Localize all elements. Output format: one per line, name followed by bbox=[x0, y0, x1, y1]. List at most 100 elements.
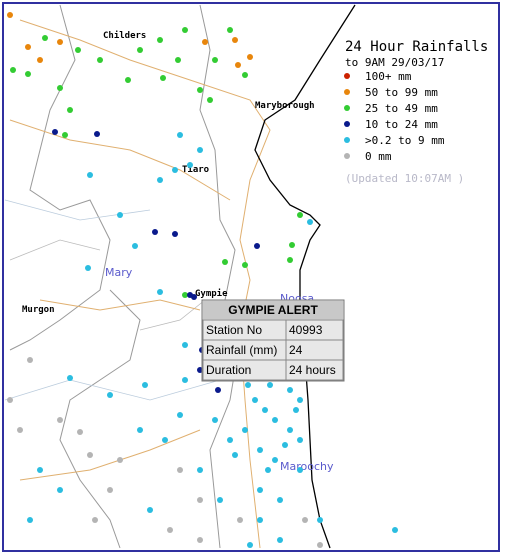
rain-gauge bbox=[235, 62, 241, 68]
rain-gauge bbox=[125, 77, 131, 83]
rain-gauge bbox=[293, 407, 299, 413]
rain-gauge bbox=[297, 467, 303, 473]
rain-gauge bbox=[94, 131, 100, 137]
rain-gauge bbox=[287, 387, 293, 393]
rain-gauge bbox=[217, 497, 223, 503]
place-label: Maroochy bbox=[280, 460, 334, 473]
rain-gauge bbox=[87, 172, 93, 178]
rain-gauge bbox=[142, 382, 148, 388]
rain-gauge bbox=[247, 542, 253, 548]
rain-gauge bbox=[107, 487, 113, 493]
rain-gauge bbox=[242, 427, 248, 433]
rain-gauge bbox=[197, 497, 203, 503]
rain-gauge bbox=[187, 162, 193, 168]
rain-gauge bbox=[57, 85, 63, 91]
rain-gauge bbox=[77, 429, 83, 435]
rain-gauge bbox=[197, 537, 203, 543]
legend: 24 Hour Rainfalls to 9AM 29/03/17 100+ m… bbox=[344, 39, 488, 185]
rain-gauge bbox=[202, 39, 208, 45]
boundary bbox=[59, 289, 141, 549]
rain-gauge bbox=[297, 212, 303, 218]
boundary bbox=[199, 4, 241, 549]
boundary bbox=[9, 4, 111, 351]
legend-subtitle: to 9AM 29/03/17 bbox=[345, 56, 444, 69]
rain-gauge bbox=[182, 342, 188, 348]
rain-gauge bbox=[67, 107, 73, 113]
rain-gauge bbox=[257, 487, 263, 493]
alert-header bbox=[203, 301, 343, 319]
rain-gauge bbox=[160, 75, 166, 81]
rain-gauge bbox=[242, 262, 248, 268]
rain-gauge bbox=[257, 447, 263, 453]
rain-gauge bbox=[152, 229, 158, 235]
rain-gauge bbox=[182, 292, 188, 298]
rain-gauge bbox=[57, 417, 63, 423]
rain-gauge bbox=[172, 231, 178, 237]
rain-gauge bbox=[232, 37, 238, 43]
basemap bbox=[4, 4, 356, 549]
rain-gauge bbox=[10, 67, 16, 73]
rain-gauge bbox=[17, 427, 23, 433]
legend-swatch bbox=[344, 89, 350, 95]
rain-gauge bbox=[227, 437, 233, 443]
alert-value: 24 hours bbox=[289, 363, 336, 377]
legend-swatch bbox=[344, 73, 350, 79]
place-labels: Childers Maryborough Tiaro Mary Gympie M… bbox=[22, 30, 334, 473]
rain-gauge bbox=[25, 71, 31, 77]
rain-gauge bbox=[191, 294, 197, 300]
legend-label: 0 mm bbox=[365, 150, 392, 163]
rain-gauge bbox=[97, 57, 103, 63]
rain-gauge bbox=[62, 132, 68, 138]
rain-gauge bbox=[297, 397, 303, 403]
rain-gauge bbox=[57, 39, 63, 45]
legend-swatch bbox=[344, 153, 350, 159]
rain-gauge bbox=[252, 397, 258, 403]
rain-gauge bbox=[197, 467, 203, 473]
rain-gauge bbox=[232, 452, 238, 458]
alert-key: Duration bbox=[206, 363, 251, 377]
rain-gauge bbox=[85, 265, 91, 271]
rain-gauge bbox=[245, 382, 251, 388]
rain-gauge bbox=[182, 27, 188, 33]
alert-value: 24 bbox=[289, 343, 303, 357]
rain-gauge bbox=[87, 452, 93, 458]
place-label: Gympie bbox=[195, 288, 228, 299]
rain-gauge bbox=[42, 35, 48, 41]
rain-gauge bbox=[277, 537, 283, 543]
rain-gauge bbox=[177, 467, 183, 473]
rain-gauge bbox=[289, 242, 295, 248]
rain-gauge bbox=[317, 517, 323, 523]
rain-gauge bbox=[212, 57, 218, 63]
rain-gauge bbox=[7, 12, 13, 18]
coastline bbox=[254, 4, 356, 549]
rain-gauge bbox=[37, 467, 43, 473]
alert-title: GYMPIE ALERT bbox=[228, 303, 318, 317]
legend-swatch bbox=[344, 137, 350, 143]
rain-gauge bbox=[137, 427, 143, 433]
alert-value: 40993 bbox=[289, 323, 323, 337]
rain-gauge bbox=[212, 417, 218, 423]
rain-gauge bbox=[177, 132, 183, 138]
rain-gauge bbox=[307, 219, 313, 225]
alert-key: Station No bbox=[206, 323, 262, 337]
rain-gauge bbox=[27, 357, 33, 363]
rain-gauge bbox=[287, 427, 293, 433]
rain-gauge bbox=[157, 177, 163, 183]
rain-gauges bbox=[7, 12, 398, 548]
rain-gauge bbox=[272, 417, 278, 423]
place-label: Maryborough bbox=[255, 101, 315, 111]
rain-gauge bbox=[265, 467, 271, 473]
place-label: Mary bbox=[105, 266, 133, 279]
map-frame bbox=[2, 2, 500, 552]
rain-gauge bbox=[25, 44, 31, 50]
rain-gauge bbox=[197, 147, 203, 153]
alert-cell bbox=[285, 359, 344, 381]
rain-gauge bbox=[107, 392, 113, 398]
rain-gauge bbox=[147, 507, 153, 513]
rain-gauge bbox=[247, 54, 253, 60]
legend-title: 24 Hour Rainfalls bbox=[345, 39, 488, 55]
place-label: Childers bbox=[103, 30, 146, 41]
legend-label: 50 to 99 mm bbox=[365, 86, 438, 99]
rain-gauge bbox=[222, 259, 228, 265]
